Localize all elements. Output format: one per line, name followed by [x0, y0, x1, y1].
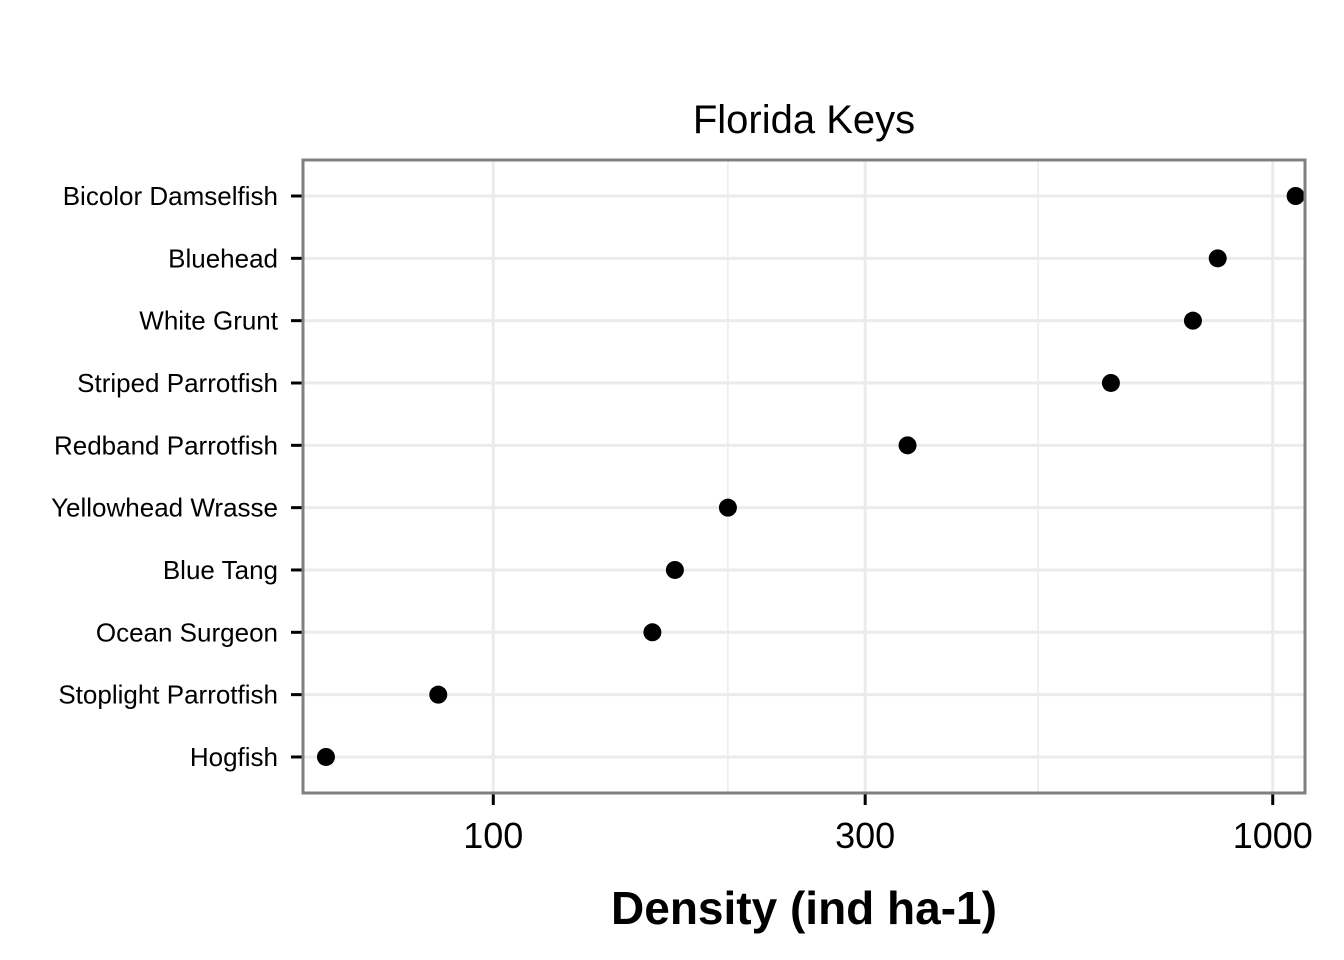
x-tick-label: 300 [835, 815, 895, 856]
y-tick-label: White Grunt [139, 306, 278, 336]
chart-title: Florida Keys [693, 98, 915, 142]
data-point [1286, 187, 1305, 205]
data-point [429, 685, 448, 704]
y-tick-label: Redband Parrotfish [54, 430, 278, 460]
y-tick-label: Ocean Surgeon [96, 617, 278, 647]
data-point [898, 436, 917, 455]
panel-border [301, 158, 1307, 795]
data-point [1208, 249, 1227, 268]
data-point [1101, 373, 1120, 392]
y-tick-label: Striped Parrotfish [77, 368, 278, 398]
x-tick-label: 1000 [1233, 815, 1313, 856]
grid-lines [303, 160, 1305, 793]
y-tick-label: Stoplight Parrotfish [58, 680, 278, 710]
data-points [316, 187, 1305, 766]
y-tick-label: Bluehead [168, 243, 278, 273]
data-point [316, 747, 335, 766]
data-point [643, 623, 662, 642]
y-tick-label: Hogfish [190, 742, 278, 772]
data-point [665, 560, 684, 579]
y-tick-label: Blue Tang [163, 555, 278, 585]
x-axis-label: Density (ind ha-1) [611, 882, 997, 934]
data-point [1183, 311, 1202, 330]
x-tick-label: 100 [463, 815, 523, 856]
y-tick-label: Yellowhead Wrasse [51, 493, 278, 523]
data-point [718, 498, 737, 517]
axis-tick-labels: Bicolor Damselfish Bluehead White Grunt Str… [51, 181, 1313, 856]
y-tick-label: Bicolor Damselfish [63, 181, 278, 211]
axis-ticks [291, 194, 1275, 805]
